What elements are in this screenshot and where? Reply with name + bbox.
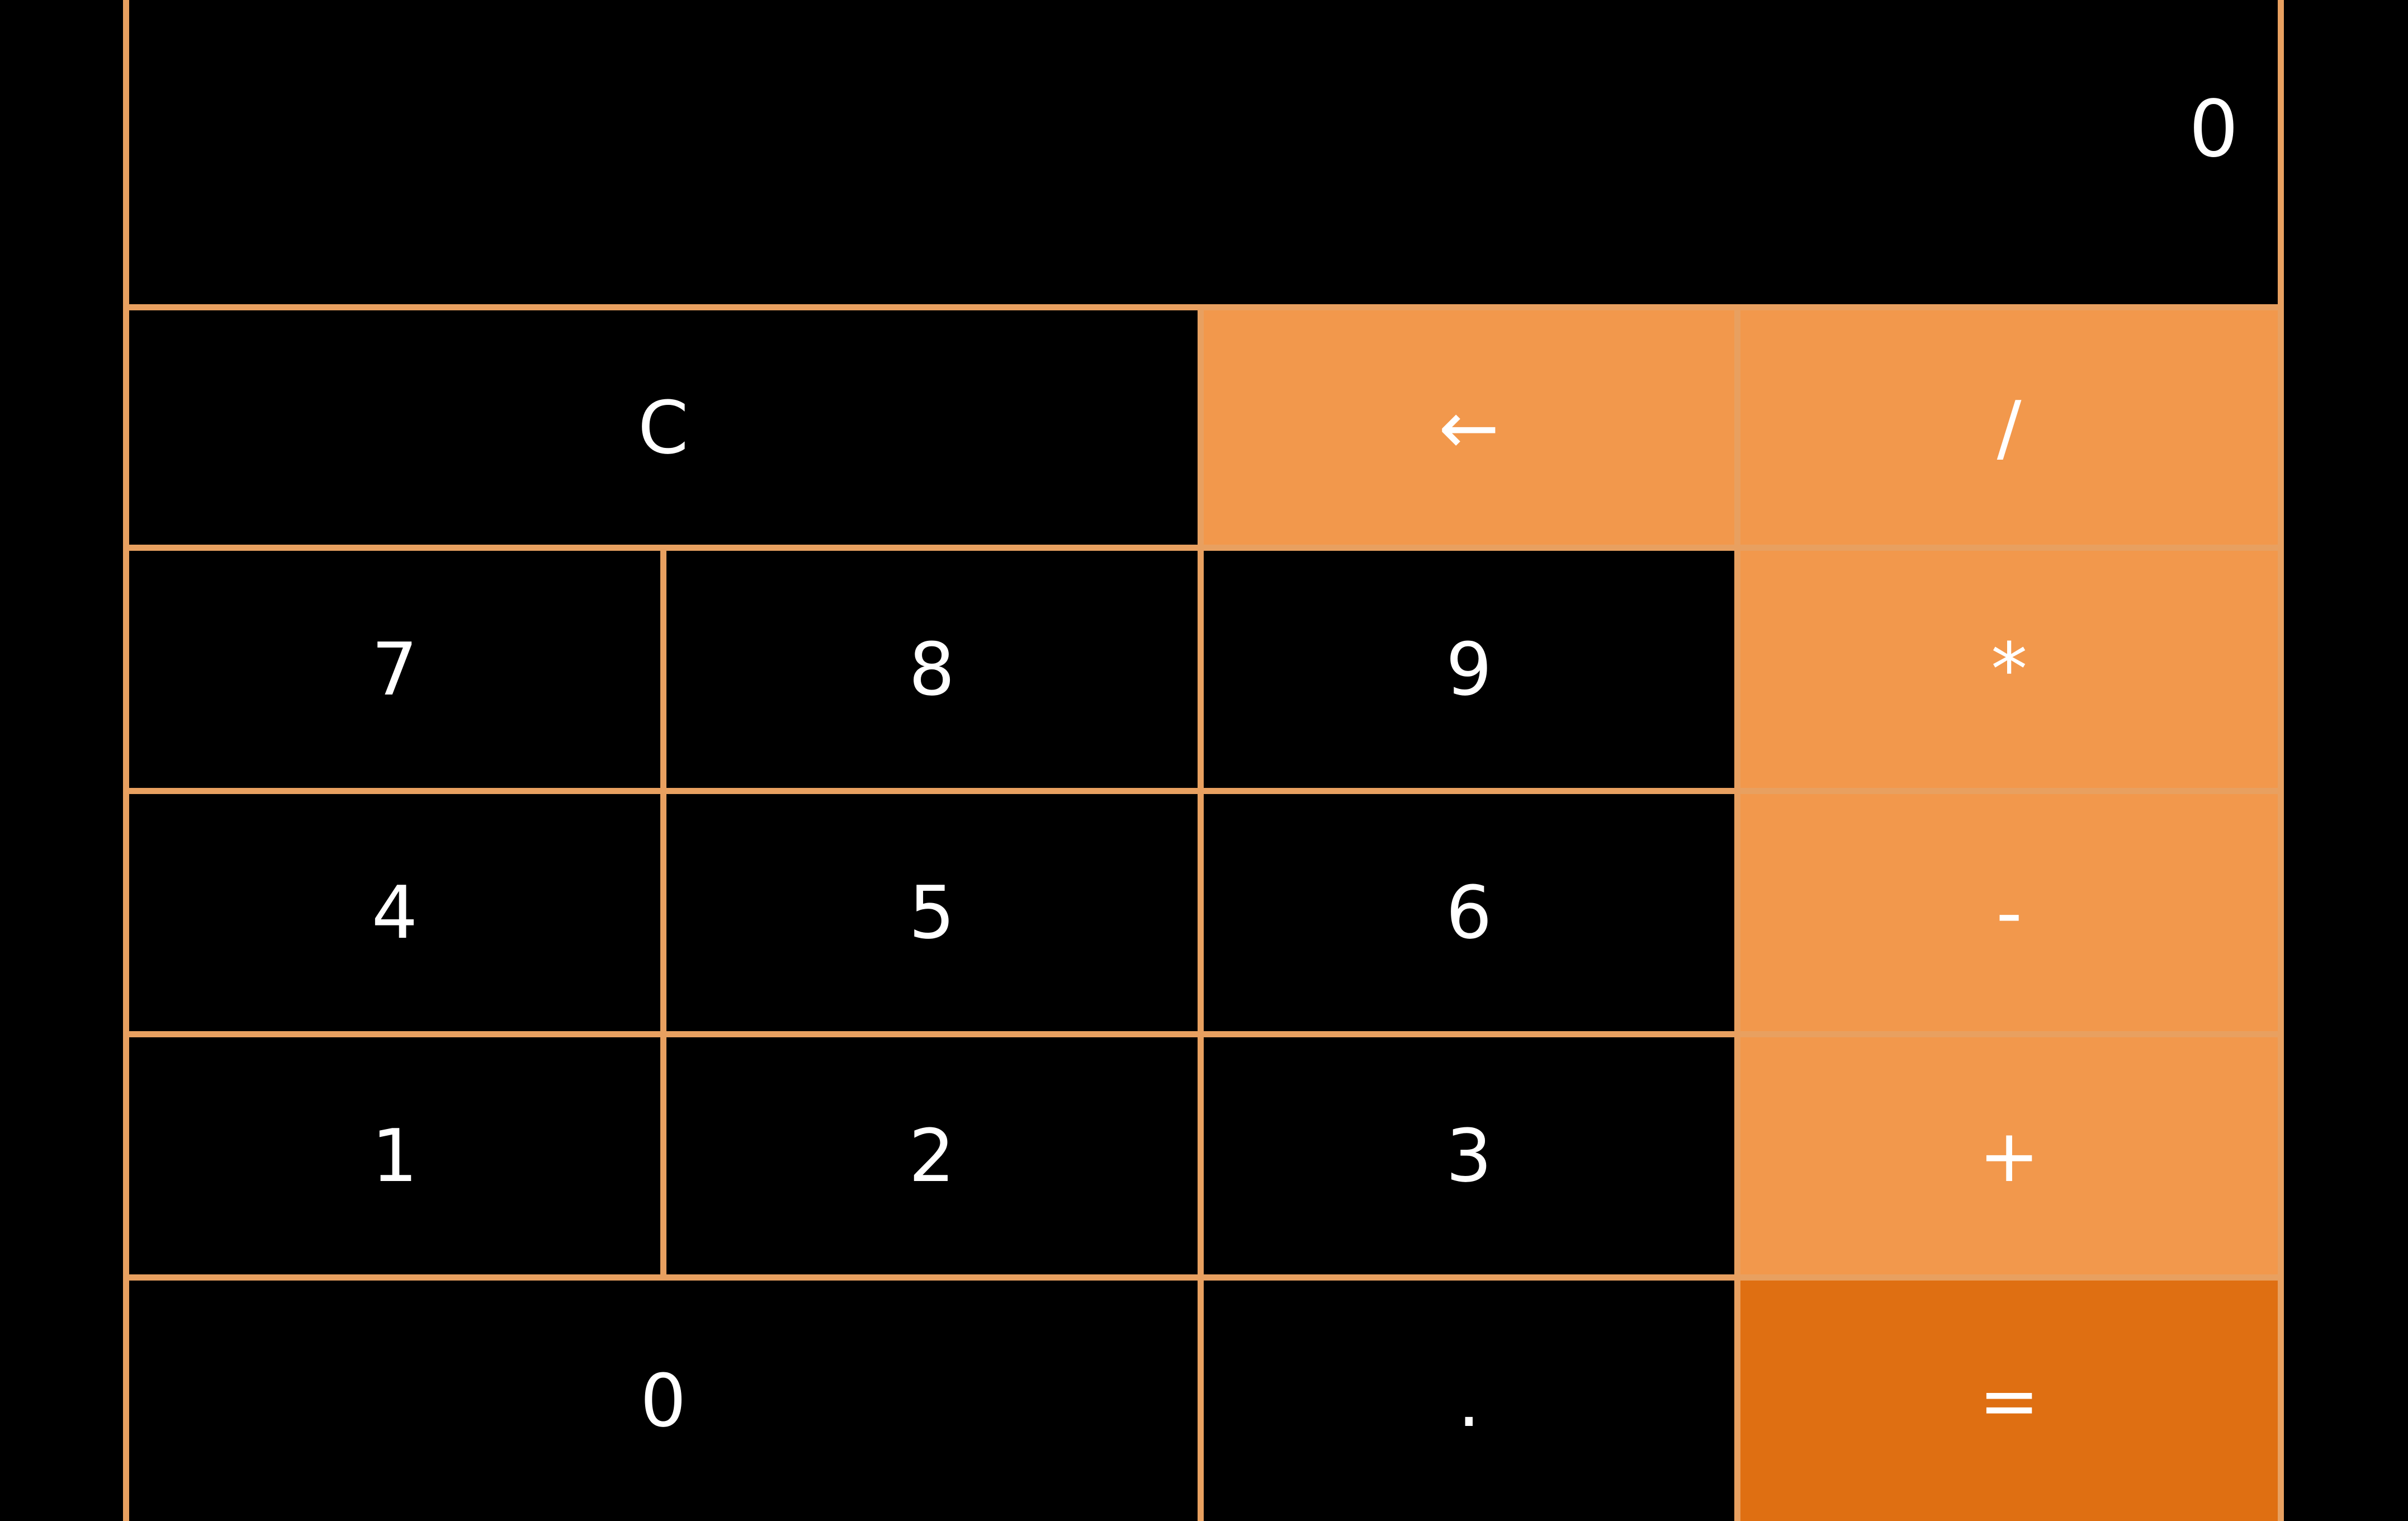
digit-0-button[interactable]: 0 [129,1281,1204,1521]
decimal-button[interactable]: . [1203,1281,1741,1521]
divide-button[interactable]: / [1740,310,2278,551]
digit-7-button[interactable]: 7 [129,551,666,794]
digit-3-button[interactable]: 3 [1203,1037,1741,1281]
digit-9-button[interactable]: 9 [1203,551,1741,794]
backspace-button[interactable]: ← [1203,310,1741,551]
digit-5-button[interactable]: 5 [666,794,1204,1037]
add-button[interactable]: + [1740,1037,2278,1281]
clear-button[interactable]: C [129,310,1204,551]
multiply-button[interactable]: * [1740,551,2278,794]
digit-4-button[interactable]: 4 [129,794,666,1037]
digit-8-button[interactable]: 8 [666,551,1204,794]
display-value: 0 [2188,84,2239,175]
calculator-display: 0 [129,0,2278,310]
digit-1-button[interactable]: 1 [129,1037,666,1281]
calculator: 0 C ← / 7 8 9 * 4 5 6 - 1 2 3 + 0 . = [123,0,2284,1521]
subtract-button[interactable]: - [1740,794,2278,1037]
digit-2-button[interactable]: 2 [666,1037,1204,1281]
equals-button[interactable]: = [1740,1281,2278,1521]
digit-6-button[interactable]: 6 [1203,794,1741,1037]
keypad: C ← / 7 8 9 * 4 5 6 - 1 2 3 + 0 . = [129,310,2278,1521]
